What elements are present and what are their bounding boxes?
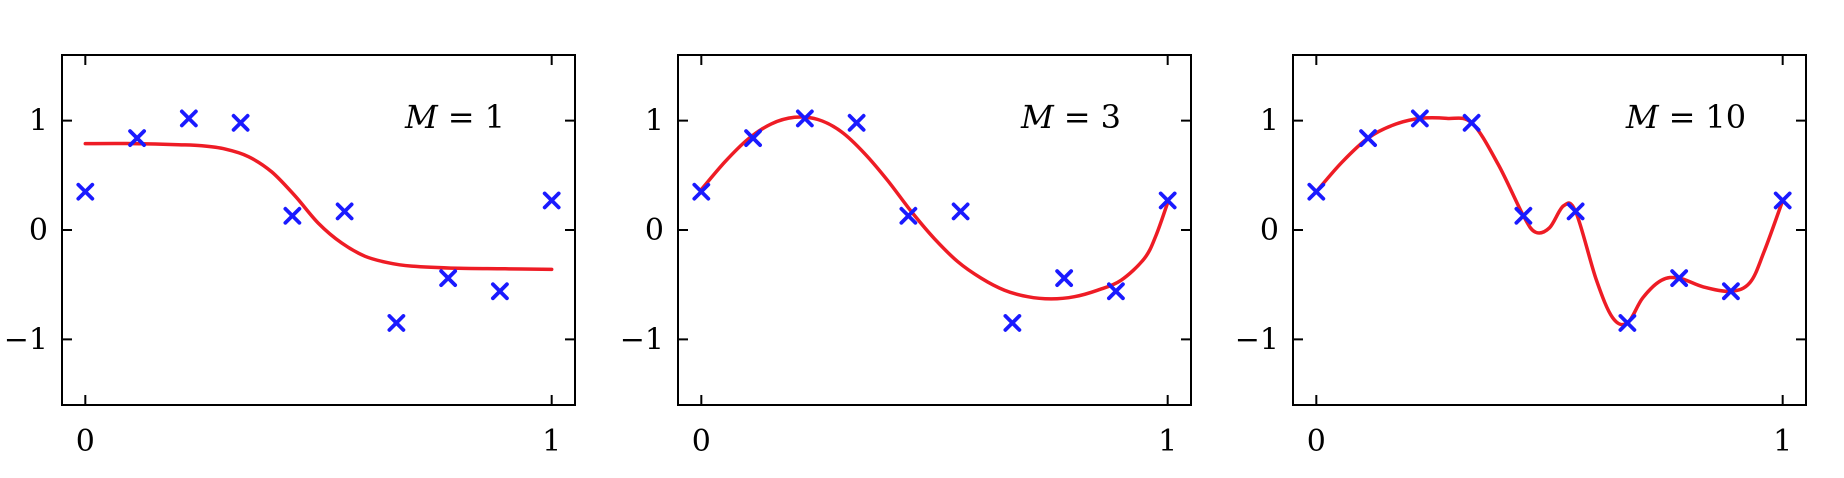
y-tick-label: 1 [645,104,664,139]
data-point [1618,314,1637,332]
y-tick-label: −1 [4,322,48,357]
annotation-eq: = [1669,98,1696,136]
data-point [1107,282,1125,301]
data-point [231,113,250,132]
data-point [491,282,509,301]
x-tick-label: 1 [1158,424,1177,459]
x-tick-label: 0 [76,424,95,459]
data-point [1566,202,1585,221]
annotation-value: 3 [1101,98,1121,136]
fitted-curve [83,141,554,272]
data-point [1055,269,1074,288]
data-point [1773,191,1792,210]
data-point [744,129,762,148]
data-point [542,191,561,210]
model-order-annotation: M = 1 [404,98,505,136]
panel-2: −1 0 1 0 1 M = 3 [620,54,1192,459]
annotation-value: 1 [485,98,505,136]
data-point [692,182,711,201]
annotation-var: M [404,98,439,136]
annotation-var: M [1020,98,1055,136]
data-point [283,206,302,225]
y-tick-label: −1 [1235,322,1279,357]
data-point [1514,206,1533,225]
data-point [847,113,866,132]
annotation-value: 10 [1705,98,1746,136]
y-tick-label: 0 [29,213,48,248]
fitted-curve [1314,115,1785,327]
y-tick-label: 1 [1260,104,1279,139]
y-tick-label: 1 [29,104,48,139]
data-point [1158,191,1177,210]
data-point [1307,182,1326,201]
y-tick-label: 0 [645,213,664,248]
data-point [951,202,970,221]
data-point [335,202,354,221]
model-order-annotation: M = 3 [1020,98,1121,136]
data-point [76,182,95,201]
x-tick-label: 1 [1773,424,1792,459]
annotation-var: M [1625,98,1660,136]
data-point [795,109,814,128]
y-tick-label: 0 [1260,213,1279,248]
data-point [1410,109,1429,128]
annotation-eq: = [1064,98,1091,136]
fitted-curve [699,115,1170,301]
x-tick-label: 0 [692,424,711,459]
data-point [179,109,198,128]
data-point [1359,129,1377,148]
data-point [1722,282,1740,301]
data-point [1003,314,1022,332]
data-point [387,314,406,332]
data-point [899,206,918,225]
x-tick-label: 1 [542,424,561,459]
data-point [128,129,146,148]
model-order-annotation: M = 10 [1625,98,1746,136]
x-tick-label: 0 [1307,424,1326,459]
data-point [1670,269,1689,288]
annotation-eq: = [448,98,475,136]
data-point [439,269,458,288]
y-tick-label: −1 [620,322,664,357]
data-point [1462,113,1481,132]
panel-1: −1 0 1 0 1 M = 1 [4,54,576,459]
